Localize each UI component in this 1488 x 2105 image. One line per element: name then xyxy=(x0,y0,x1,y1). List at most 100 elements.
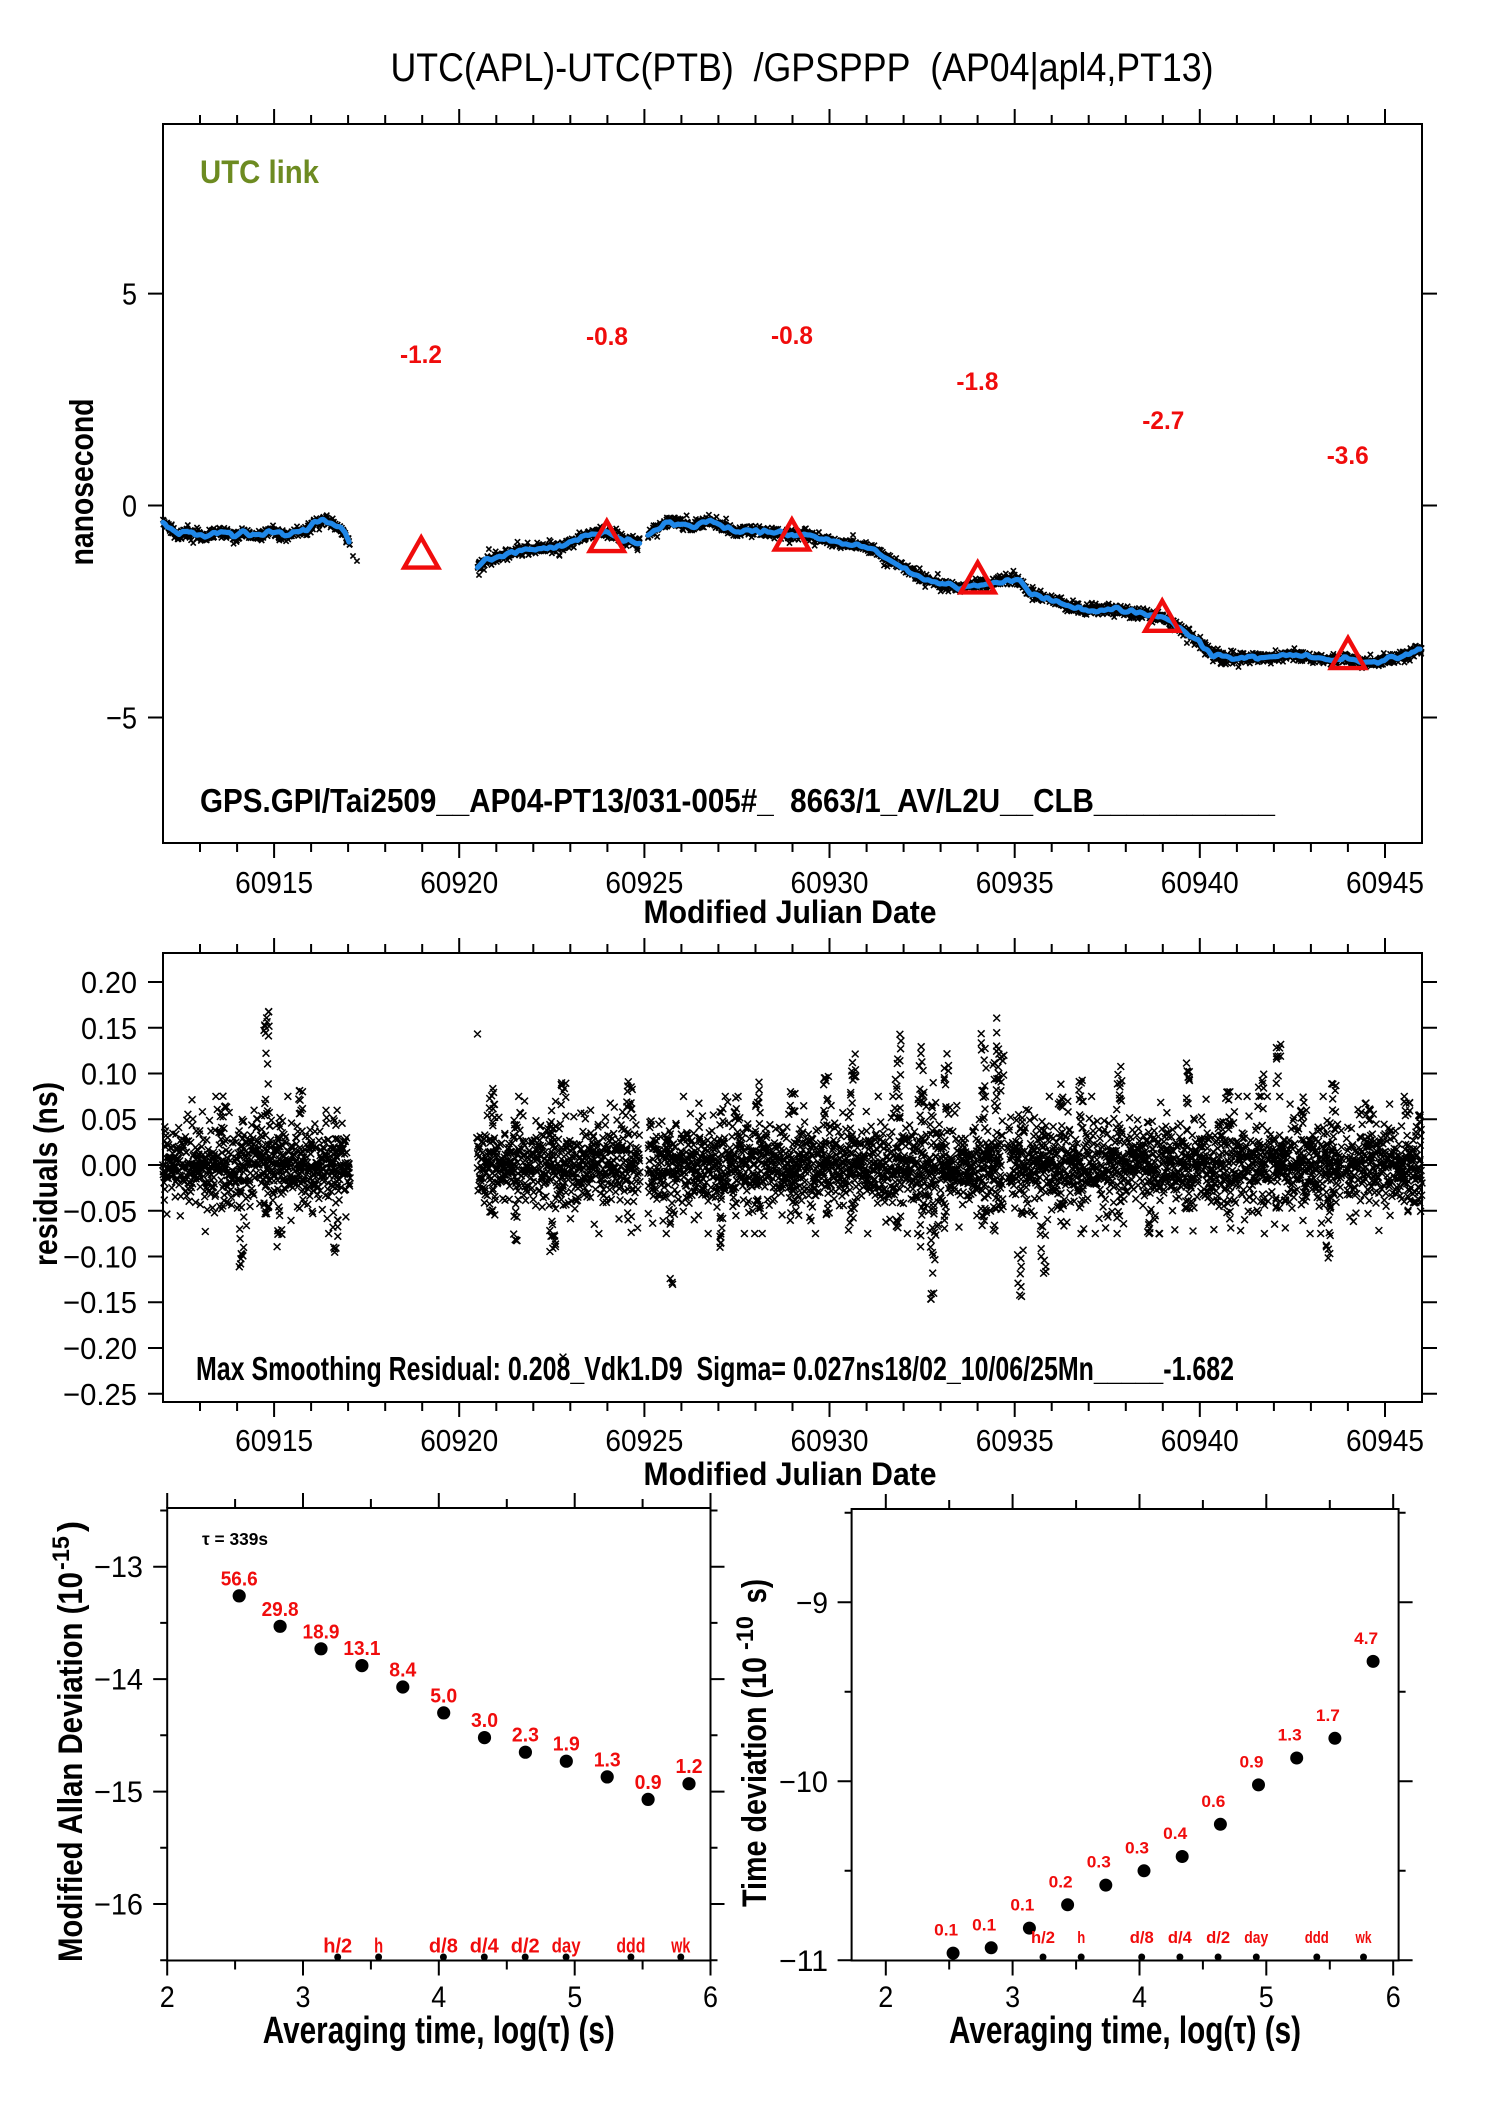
svg-text:d/2: d/2 xyxy=(1206,1928,1230,1947)
svg-text:5: 5 xyxy=(1259,1981,1274,2014)
svg-text:6: 6 xyxy=(703,1981,718,2014)
svg-text:0.1: 0.1 xyxy=(1010,1896,1034,1915)
svg-text:0.3: 0.3 xyxy=(1125,1838,1149,1857)
svg-text:-0.8: -0.8 xyxy=(586,323,628,351)
svg-text:-10: -10 xyxy=(732,1616,759,1650)
svg-text:60915: 60915 xyxy=(235,865,313,900)
svg-text:−5: −5 xyxy=(106,701,137,736)
svg-text:−13: −13 xyxy=(94,1551,143,1584)
svg-text:0.9: 0.9 xyxy=(635,1771,662,1794)
svg-text:h: h xyxy=(374,1935,383,1958)
svg-text:UTC link: UTC link xyxy=(200,154,319,190)
svg-text:60930: 60930 xyxy=(791,865,869,900)
svg-text:−14: −14 xyxy=(94,1664,143,1697)
svg-text:60945: 60945 xyxy=(1346,865,1424,900)
svg-text:1.3: 1.3 xyxy=(1278,1726,1302,1745)
svg-text:56.6: 56.6 xyxy=(221,1567,258,1590)
svg-text:−0.10: −0.10 xyxy=(63,1240,137,1275)
svg-text:18.9: 18.9 xyxy=(303,1620,340,1643)
svg-text:): ) xyxy=(52,1521,90,1532)
svg-text:day: day xyxy=(1244,1928,1268,1947)
svg-text:13.1: 13.1 xyxy=(343,1637,380,1660)
svg-text:-3.6: -3.6 xyxy=(1327,442,1369,470)
svg-text:τ = 339s: τ = 339s xyxy=(202,1529,268,1549)
svg-text:8.4: 8.4 xyxy=(389,1659,417,1682)
svg-text:-2.7: -2.7 xyxy=(1142,407,1184,435)
svg-text:1.3: 1.3 xyxy=(594,1748,621,1771)
svg-text:d/8: d/8 xyxy=(1130,1928,1154,1947)
svg-text:0.6: 0.6 xyxy=(1201,1792,1225,1811)
svg-text:−0.20: −0.20 xyxy=(63,1331,137,1366)
svg-text:60940: 60940 xyxy=(1161,865,1239,900)
svg-text:−0.15: −0.15 xyxy=(63,1285,137,1320)
svg-text:−0.05: −0.05 xyxy=(63,1194,137,1229)
svg-text:day: day xyxy=(552,1935,581,1958)
svg-text:29.8: 29.8 xyxy=(262,1598,299,1621)
svg-text:d/4: d/4 xyxy=(470,1935,500,1958)
svg-text:-15: -15 xyxy=(48,1536,75,1570)
svg-text:60925: 60925 xyxy=(605,1423,683,1458)
svg-text:ddd: ddd xyxy=(616,1935,645,1958)
svg-text:ddd: ddd xyxy=(1305,1928,1329,1947)
svg-text:2: 2 xyxy=(878,1981,893,2014)
svg-text:0: 0 xyxy=(122,489,137,524)
svg-text:60925: 60925 xyxy=(605,865,683,900)
svg-text:Averaging time, log(τ) (s): Averaging time, log(τ) (s) xyxy=(263,2010,615,2052)
svg-text:6: 6 xyxy=(1386,1981,1401,2014)
svg-text:d/2: d/2 xyxy=(511,1935,540,1958)
svg-text:1.9: 1.9 xyxy=(553,1733,580,1756)
svg-text:4.7: 4.7 xyxy=(1354,1629,1378,1648)
svg-text:3: 3 xyxy=(296,1981,311,2014)
svg-text:wk: wk xyxy=(671,1935,691,1958)
svg-text:0.2: 0.2 xyxy=(1049,1872,1073,1891)
svg-text:3: 3 xyxy=(1005,1981,1020,2014)
svg-text:−0.25: −0.25 xyxy=(63,1377,137,1412)
svg-text:60915: 60915 xyxy=(235,1423,313,1458)
svg-text:s): s) xyxy=(736,1579,774,1611)
svg-text:−9: −9 xyxy=(796,1587,828,1620)
svg-text:-0.8: -0.8 xyxy=(771,322,813,350)
svg-text:0.10: 0.10 xyxy=(81,1057,137,1092)
svg-text:residuals (ns): residuals (ns) xyxy=(27,1082,64,1266)
svg-text:Max Smoothing Residual: 0.208_: Max Smoothing Residual: 0.208_Vdk1.D9 Si… xyxy=(196,1350,1234,1387)
svg-text:GPS.GPI/Tai2509__AP04-PT13/031: GPS.GPI/Tai2509__AP04-PT13/031-005#_ 866… xyxy=(200,782,1276,819)
svg-text:0.1: 0.1 xyxy=(934,1921,958,1940)
svg-text:60935: 60935 xyxy=(976,1423,1054,1458)
svg-text:h: h xyxy=(1077,1928,1085,1947)
svg-text:Modified Allan Deviation (10: Modified Allan Deviation (10 xyxy=(52,1572,90,1962)
svg-text:60920: 60920 xyxy=(420,1423,498,1458)
svg-text:Averaging time, log(τ) (s): Averaging time, log(τ) (s) xyxy=(949,2010,1301,2052)
svg-text:60935: 60935 xyxy=(976,865,1054,900)
svg-text:2.3: 2.3 xyxy=(512,1724,539,1747)
svg-text:−15: −15 xyxy=(94,1776,143,1809)
svg-text:d/4: d/4 xyxy=(1168,1928,1193,1947)
svg-text:−16: −16 xyxy=(94,1889,143,1922)
svg-text:0.4: 0.4 xyxy=(1163,1824,1188,1843)
svg-text:0.20: 0.20 xyxy=(81,965,137,1000)
svg-text:wk: wk xyxy=(1355,1928,1372,1947)
svg-text:UTC(APL)-UTC(PTB) /GPSPPP (A: UTC(APL)-UTC(PTB) /GPSPPP (AP04|apl4,PT1… xyxy=(391,46,1214,90)
svg-text:5: 5 xyxy=(567,1981,582,2014)
svg-text:h/2: h/2 xyxy=(1031,1928,1055,1947)
svg-text:60940: 60940 xyxy=(1161,1423,1239,1458)
svg-text:1.2: 1.2 xyxy=(676,1755,703,1778)
svg-text:h/2: h/2 xyxy=(323,1935,352,1958)
svg-text:Time deviation (10: Time deviation (10 xyxy=(736,1657,774,1907)
svg-text:4: 4 xyxy=(1132,1981,1147,2014)
svg-text:Modified Julian Date: Modified Julian Date xyxy=(644,894,937,930)
svg-text:0.3: 0.3 xyxy=(1087,1853,1111,1872)
svg-text:60930: 60930 xyxy=(791,1423,869,1458)
svg-text:−11: −11 xyxy=(779,1945,828,1978)
svg-text:nanosecond: nanosecond xyxy=(63,399,100,566)
svg-text:−10: −10 xyxy=(779,1766,828,1799)
svg-text:5: 5 xyxy=(122,277,137,312)
svg-text:60920: 60920 xyxy=(420,865,498,900)
svg-text:-1.2: -1.2 xyxy=(400,341,442,369)
svg-text:4: 4 xyxy=(431,1981,446,2014)
svg-text:Modified Julian Date: Modified Julian Date xyxy=(644,1456,937,1492)
svg-text:0.1: 0.1 xyxy=(972,1915,996,1934)
svg-text:3.0: 3.0 xyxy=(471,1709,498,1732)
svg-text:0.05: 0.05 xyxy=(81,1102,137,1137)
svg-text:-1.8: -1.8 xyxy=(956,368,998,396)
svg-text:60945: 60945 xyxy=(1346,1423,1424,1458)
